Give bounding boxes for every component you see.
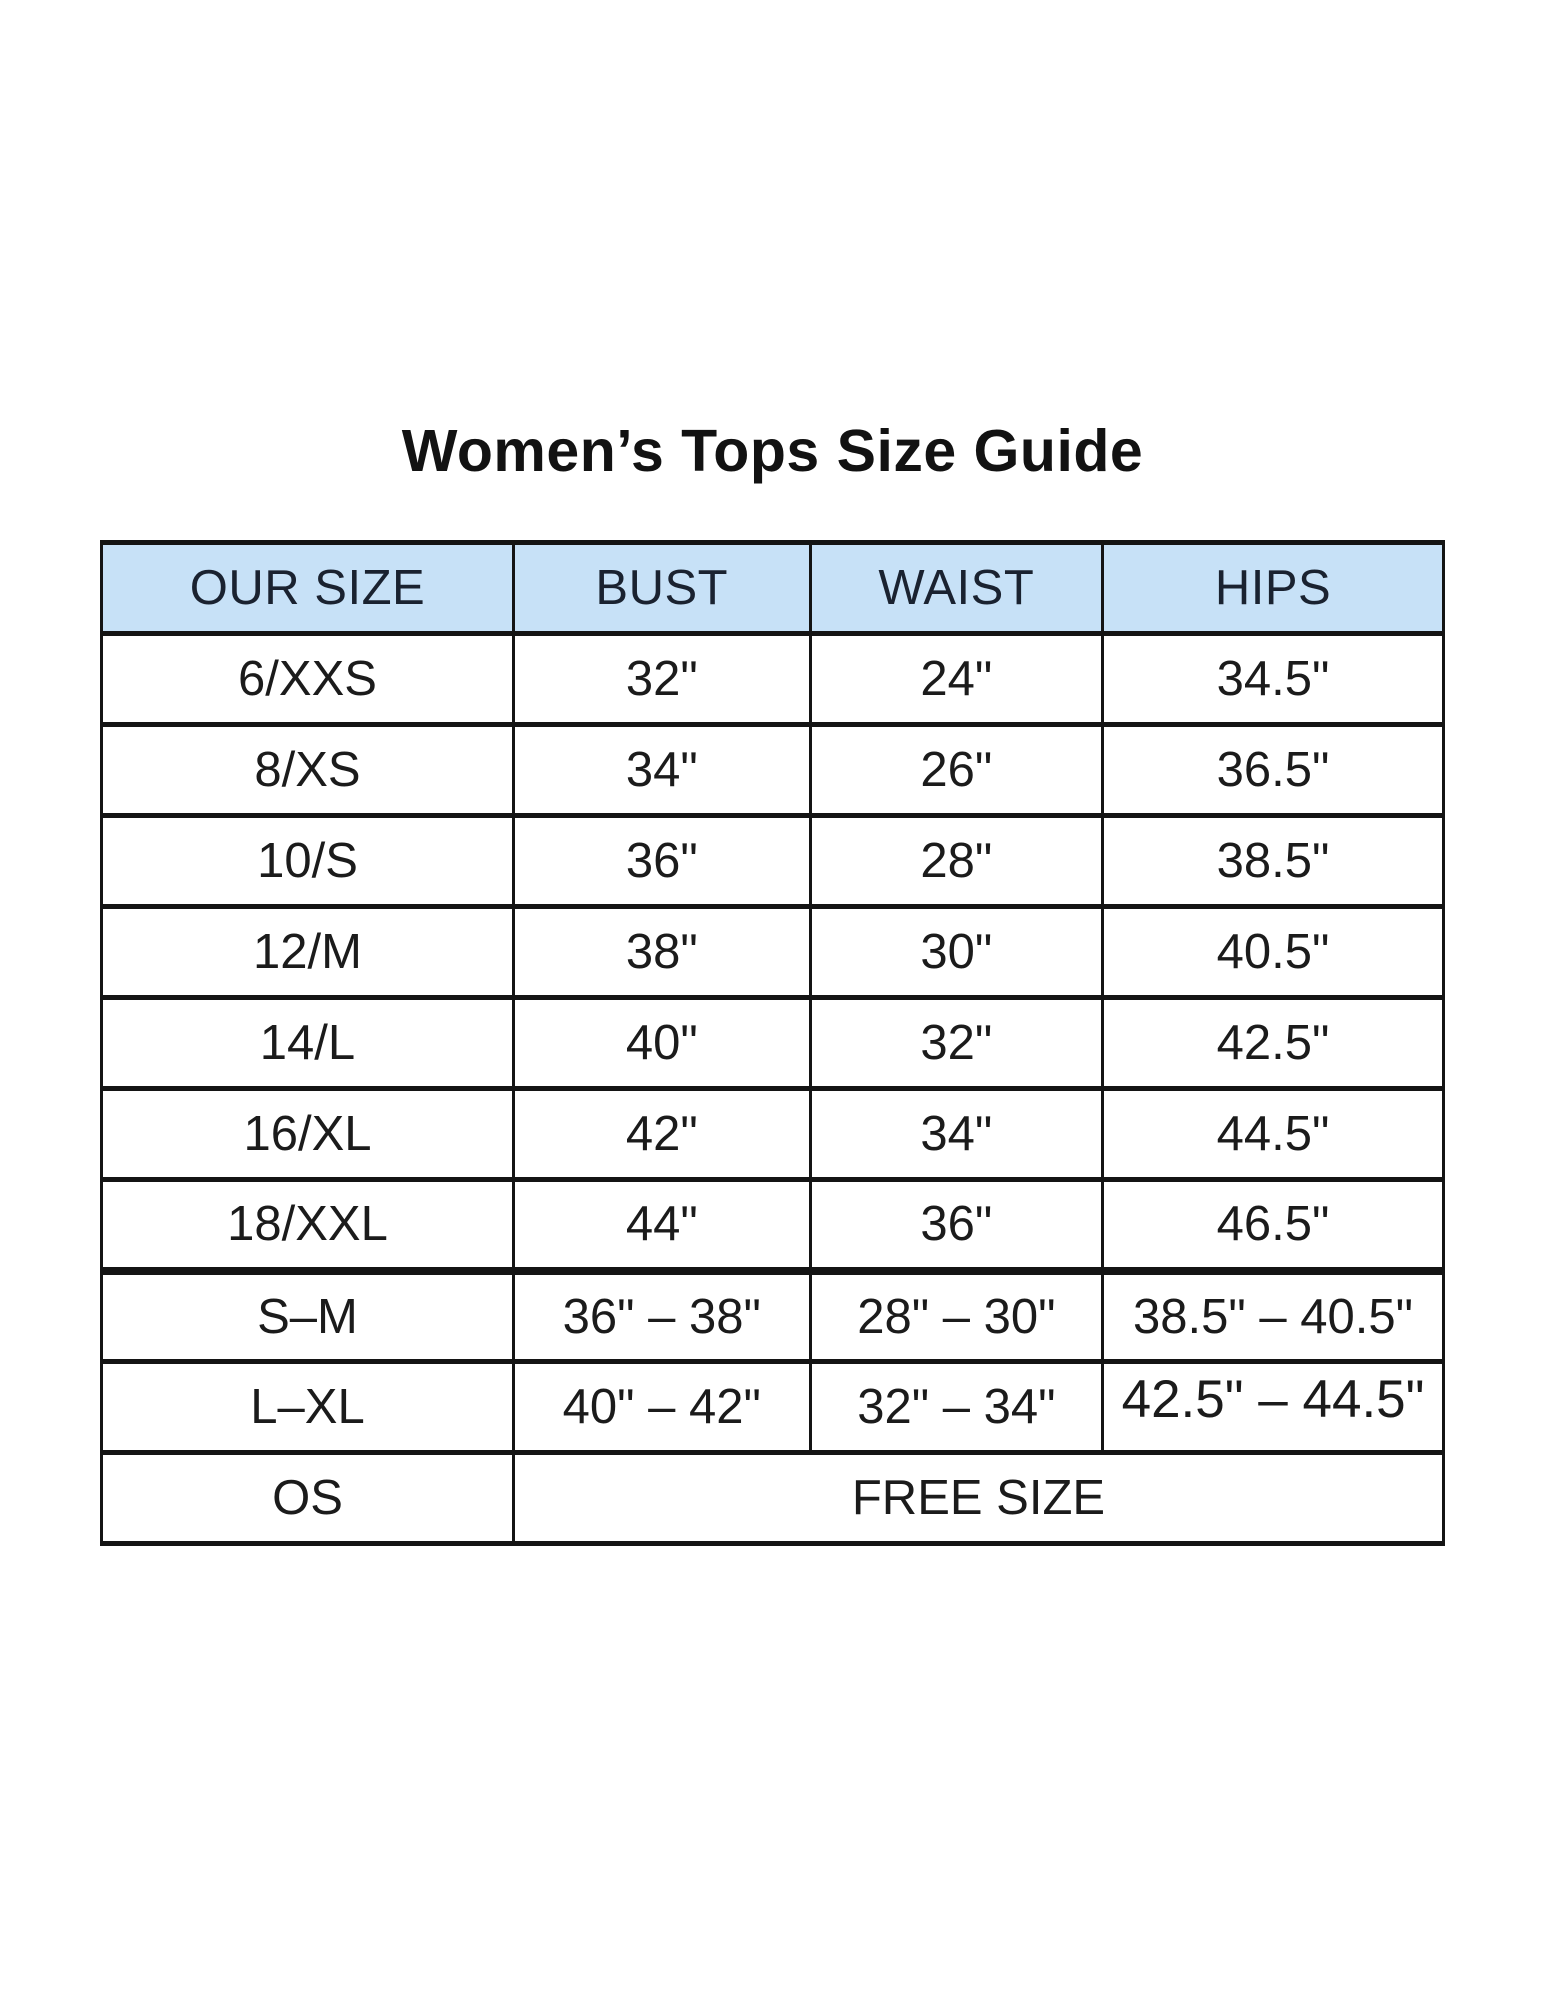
- hips-cell: 40.5": [1101, 904, 1445, 1000]
- table-row: 18/XXL 44" 36" 46.5": [100, 1177, 1445, 1273]
- hips-cell: 36.5": [1101, 722, 1445, 818]
- hips-cell: 46.5": [1101, 1177, 1445, 1273]
- page-title: Women’s Tops Size Guide: [401, 418, 1144, 484]
- waist-cell: 32": [808, 995, 1105, 1091]
- bust-cell: 44": [511, 1177, 812, 1273]
- size-guide-table: OUR SIZE BUST WAIST HIPS 6/XXS 32" 24" 3…: [100, 540, 1446, 1546]
- waist-cell: 26": [808, 722, 1105, 818]
- table-row: 12/M 38" 30" 40.5": [100, 904, 1445, 1000]
- table-row: S–M 36" – 38" 28" – 30" 38.5" – 40.5": [100, 1266, 1445, 1364]
- hips-cell: 34.5": [1101, 631, 1445, 727]
- hips-cell: 38.5" – 40.5": [1101, 1266, 1445, 1364]
- size-cell: S–M: [100, 1266, 515, 1364]
- bust-cell: 40": [511, 995, 812, 1091]
- free-size-cell: FREE SIZE: [511, 1450, 1446, 1546]
- size-cell: OS: [100, 1450, 515, 1546]
- table-row: 16/XL 42" 34" 44.5": [100, 1086, 1445, 1182]
- hips-cell: 42.5" – 44.5": [1101, 1359, 1445, 1455]
- header-row: OUR SIZE BUST WAIST HIPS: [100, 540, 1445, 636]
- column-header-waist: WAIST: [808, 540, 1105, 636]
- free-size-row: OS FREE SIZE: [100, 1450, 1446, 1546]
- waist-cell: 24": [808, 631, 1105, 727]
- size-cell: 12/M: [100, 904, 515, 1000]
- size-cell: 6/XXS: [100, 631, 515, 727]
- size-cell: 14/L: [100, 995, 515, 1091]
- table-row: L–XL 40" – 42" 32" – 34" 42.5" – 44.5": [100, 1359, 1445, 1455]
- size-cell: 18/XXL: [100, 1177, 515, 1273]
- bust-cell: 36" – 38": [511, 1266, 812, 1364]
- bust-cell: 42": [511, 1086, 812, 1182]
- bust-cell: 32": [511, 631, 812, 727]
- column-header-hips: HIPS: [1101, 540, 1445, 636]
- bust-cell: 38": [511, 904, 812, 1000]
- hips-cell: 44.5": [1101, 1086, 1445, 1182]
- table-row: 10/S 36" 28" 38.5": [100, 813, 1445, 909]
- bust-cell: 34": [511, 722, 812, 818]
- size-cell: 8/XS: [100, 722, 515, 818]
- size-cell: 16/XL: [100, 1086, 515, 1182]
- hips-cell: 38.5": [1101, 813, 1445, 909]
- bust-cell: 36": [511, 813, 812, 909]
- column-header-our-size: OUR SIZE: [100, 540, 515, 636]
- size-cell: 10/S: [100, 813, 515, 909]
- bust-cell: 40" – 42": [511, 1359, 812, 1455]
- waist-cell: 32" – 34": [808, 1359, 1105, 1455]
- waist-cell: 30": [808, 904, 1105, 1000]
- hips-cell: 42.5": [1101, 995, 1445, 1091]
- waist-cell: 36": [808, 1177, 1105, 1273]
- waist-cell: 34": [808, 1086, 1105, 1182]
- table-row: 14/L 40" 32" 42.5": [100, 995, 1445, 1091]
- waist-cell: 28" – 30": [808, 1266, 1105, 1364]
- waist-cell: 28": [808, 813, 1105, 909]
- size-cell: L–XL: [100, 1359, 515, 1455]
- column-header-bust: BUST: [511, 540, 812, 636]
- table-row: 6/XXS 32" 24" 34.5": [100, 631, 1445, 727]
- table-row: 8/XS 34" 26" 36.5": [100, 722, 1445, 818]
